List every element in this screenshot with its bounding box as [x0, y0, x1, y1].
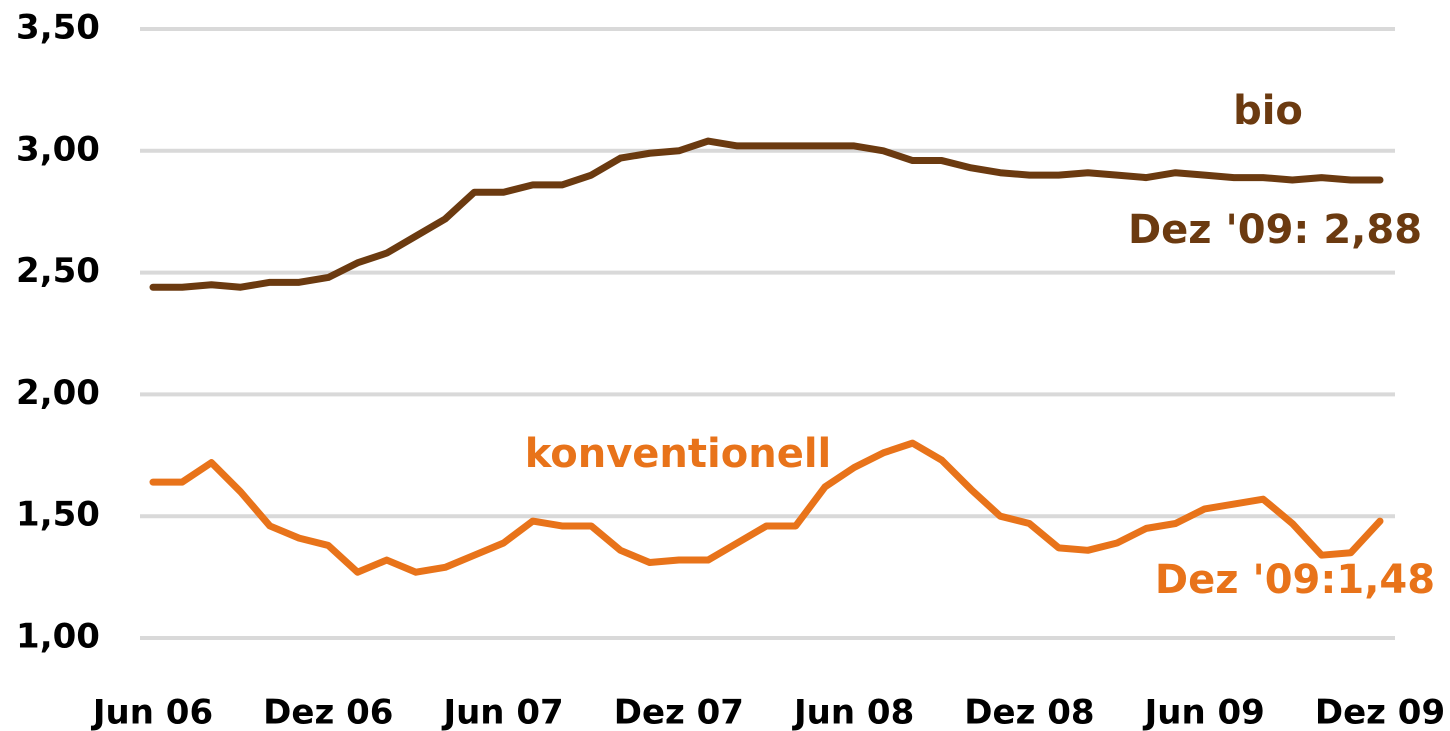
- line-series: [149, 439, 1384, 576]
- x-tick-label: Dez 08: [964, 693, 1094, 731]
- x-tick-label: Jun 06: [91, 693, 213, 731]
- x-tick-label: Jun 08: [792, 693, 914, 731]
- x-tick-label: Dez 09: [1315, 693, 1445, 731]
- y-tick-label: 2,50: [16, 251, 100, 291]
- series-label: konventionell: [525, 431, 832, 477]
- x-tick-label: Dez 07: [614, 693, 744, 731]
- line-series: [149, 137, 1384, 291]
- y-tick-label: 3,00: [16, 129, 100, 169]
- y-tick-label: 3,50: [16, 8, 100, 48]
- series-label: bio: [1233, 88, 1303, 134]
- y-tick-label: 2,00: [16, 373, 100, 413]
- x-tick-label: Jun 09: [1143, 693, 1265, 731]
- end-annotation: Dez '09: 2,88: [1128, 207, 1422, 253]
- end-annotation: Dez '09:1,48: [1155, 557, 1435, 603]
- y-tick-label: 1,00: [16, 617, 100, 657]
- x-tick-label: Dez 06: [263, 693, 393, 731]
- x-tick-label: Jun 07: [441, 693, 563, 731]
- y-tick-label: 1,50: [16, 495, 100, 535]
